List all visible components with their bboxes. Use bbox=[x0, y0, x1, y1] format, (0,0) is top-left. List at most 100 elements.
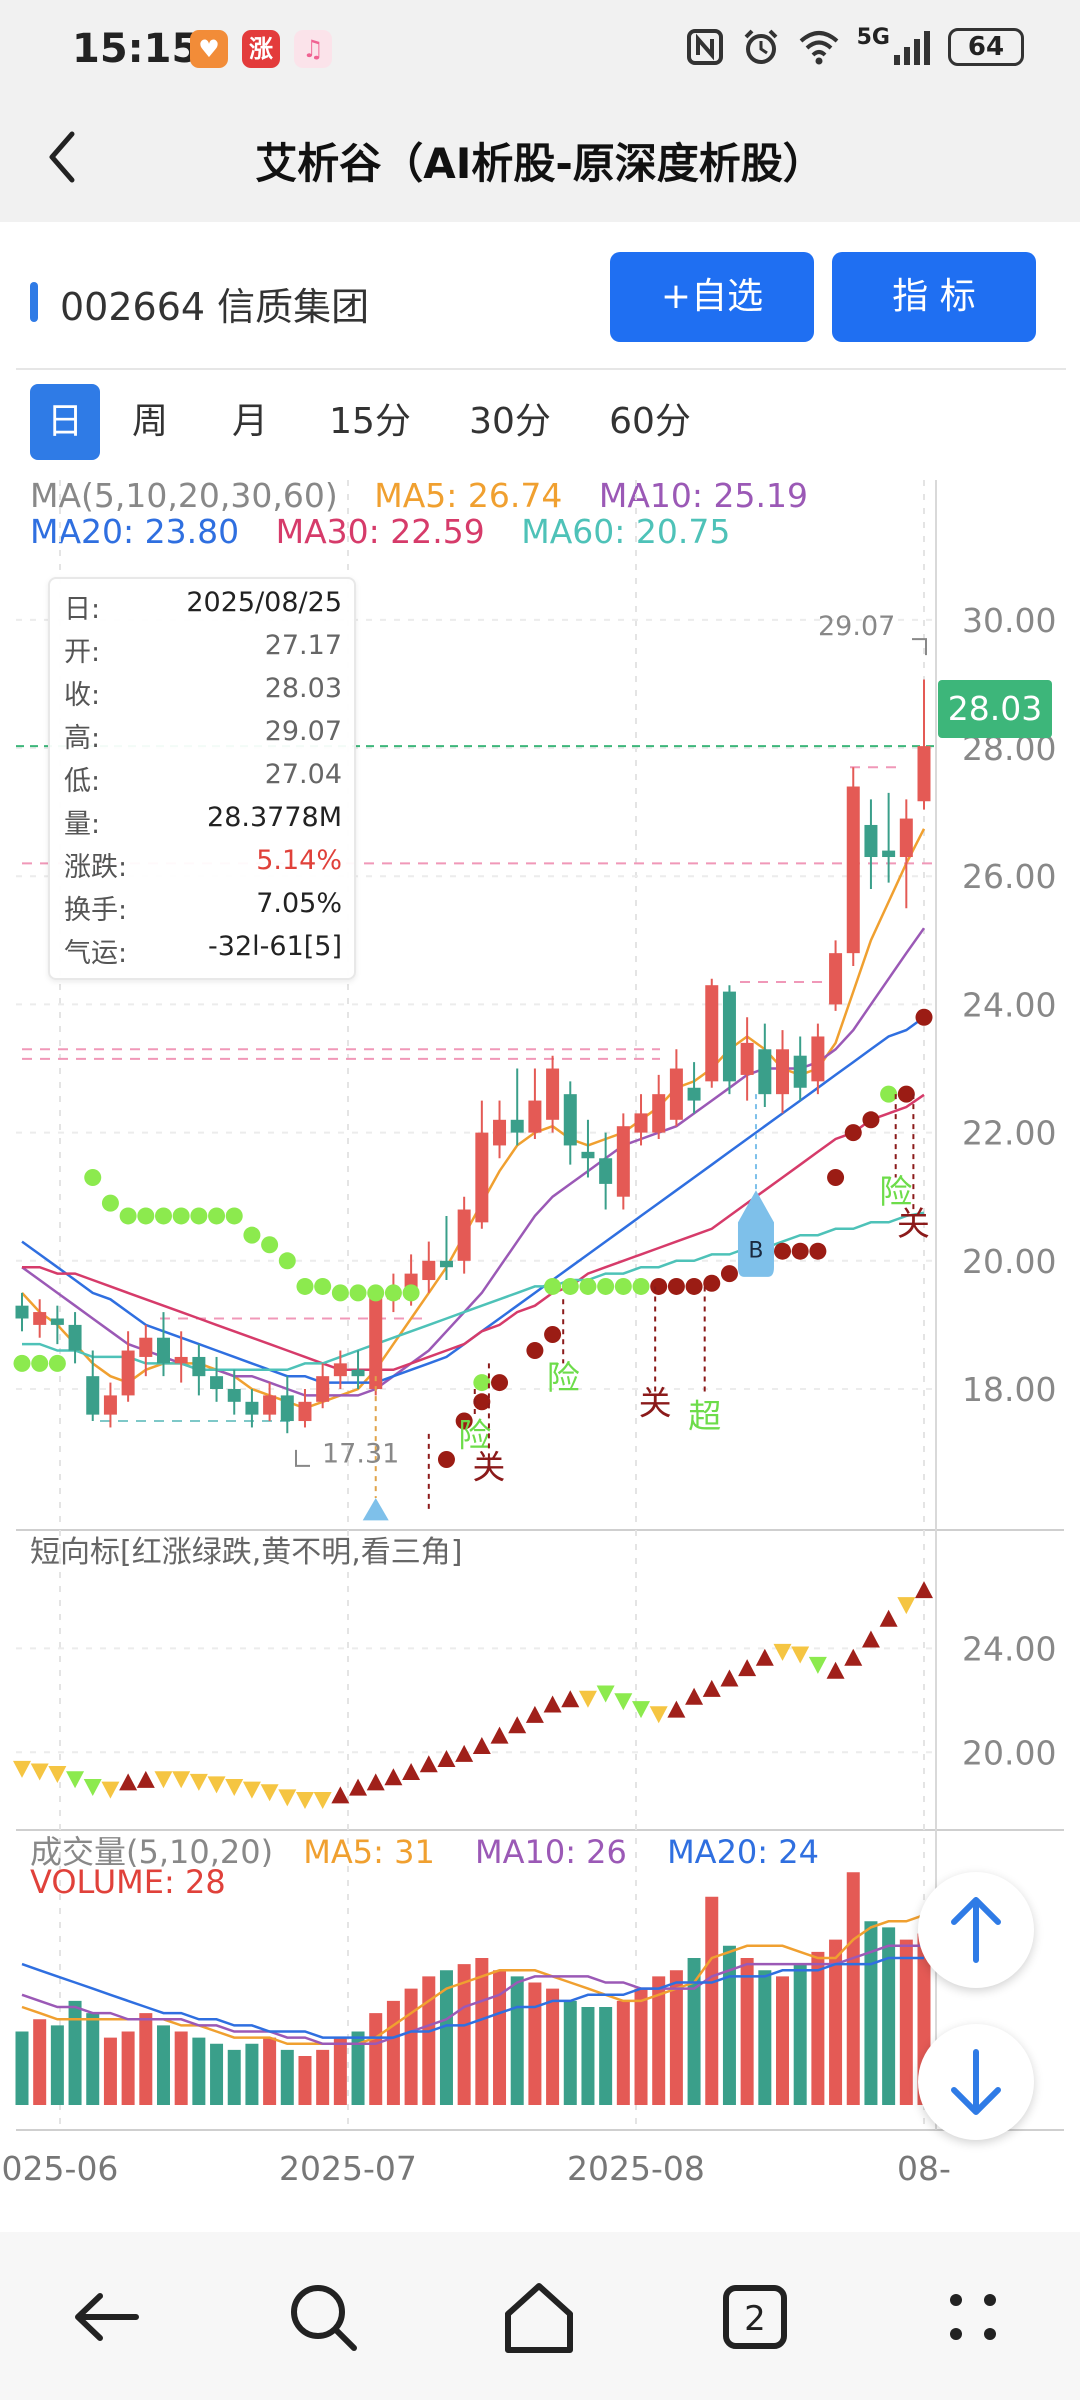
search-icon[interactable] bbox=[278, 2272, 368, 2362]
volume-bar bbox=[333, 2037, 347, 2105]
tab-60min[interactable]: 60分 bbox=[609, 401, 691, 442]
back-button[interactable] bbox=[20, 112, 110, 202]
signal-dot-green bbox=[314, 1277, 332, 1295]
stock-name: 002664 信质集团 bbox=[60, 285, 370, 329]
candle-body bbox=[616, 1126, 630, 1197]
signal-dot-green bbox=[632, 1277, 650, 1295]
signal-dot-green bbox=[296, 1277, 314, 1295]
volume-bar bbox=[174, 2031, 188, 2105]
scroll-down-button[interactable] bbox=[918, 2024, 1034, 2140]
candle-body bbox=[439, 1260, 453, 1268]
signal-dot-red bbox=[650, 1277, 668, 1295]
volume-bar bbox=[599, 2007, 613, 2105]
candle-body bbox=[705, 985, 719, 1082]
tab-day[interactable]: 日 bbox=[30, 384, 100, 460]
volume-bar bbox=[669, 1970, 683, 2105]
tooltip-row: 涨跌: 5.14% bbox=[64, 845, 342, 885]
candle-body bbox=[687, 1087, 701, 1101]
date-tick-label: 2025-07 bbox=[279, 2149, 417, 2188]
candle-body bbox=[351, 1369, 365, 1377]
tabs-icon[interactable]: 2 bbox=[710, 2272, 800, 2362]
trend-triangle bbox=[632, 1701, 651, 1719]
tooltip-value: 29.07 bbox=[264, 716, 342, 747]
tab-week[interactable]: 周 bbox=[131, 401, 168, 442]
signal-dot-red bbox=[703, 1274, 721, 1292]
candle-body bbox=[882, 850, 896, 858]
ma5-value: MA5: 26.74 bbox=[374, 476, 563, 515]
trend-triangle bbox=[472, 1737, 491, 1755]
trend-triangle bbox=[295, 1792, 314, 1810]
ma-line-ma30 bbox=[22, 1093, 925, 1372]
trend-triangle bbox=[702, 1679, 721, 1697]
candle-body bbox=[263, 1395, 277, 1415]
volume-bar bbox=[581, 2007, 595, 2105]
candle-body bbox=[210, 1376, 224, 1389]
trend-triangle bbox=[349, 1778, 368, 1796]
scroll-up-button[interactable] bbox=[918, 1872, 1034, 1988]
indicator-button[interactable]: 指 标 bbox=[832, 252, 1036, 342]
volume-bar bbox=[86, 2013, 100, 2105]
trend-triangle bbox=[808, 1656, 827, 1674]
tab-month[interactable]: 月 bbox=[231, 401, 268, 442]
tab-15min[interactable]: 15分 bbox=[329, 401, 411, 442]
volume-bar bbox=[546, 1988, 560, 2105]
signal-dot-red bbox=[827, 1168, 845, 1186]
candle-body bbox=[899, 818, 913, 858]
signal-dot-green bbox=[190, 1207, 208, 1225]
trend-triangle bbox=[455, 1744, 474, 1762]
menu-dots-icon[interactable] bbox=[928, 2272, 1018, 2362]
volume-bar bbox=[882, 1927, 896, 2105]
tooltip-row: 换手: 7.05% bbox=[64, 888, 342, 928]
volume-bar bbox=[758, 1970, 772, 2105]
candle-body bbox=[103, 1395, 117, 1415]
volume-legend-label: 成交量(5,10,20) bbox=[30, 1833, 274, 1871]
price-tick-label: 18.00 bbox=[962, 1370, 1056, 1409]
volume-bar bbox=[634, 1988, 648, 2105]
signal-dot-green bbox=[243, 1226, 261, 1244]
volume-bar bbox=[811, 1951, 825, 2105]
candle-body bbox=[493, 1119, 507, 1146]
stock-header: 002664 信质集团 +自选 指 标 bbox=[0, 222, 1080, 372]
trend-triangle bbox=[419, 1755, 438, 1773]
trend-triangle bbox=[331, 1786, 350, 1804]
alarm-icon bbox=[744, 29, 778, 64]
add-watchlist-button[interactable]: +自选 bbox=[610, 252, 814, 342]
trend-triangle bbox=[826, 1661, 845, 1679]
low-price-label: 17.31 bbox=[322, 1439, 399, 1470]
price-tick-label: 24.00 bbox=[962, 985, 1056, 1024]
ma-legend: MA(5,10,20,30,60) MA5: 26.74 MA10: 25.19 bbox=[30, 476, 834, 515]
signal-dot-green bbox=[880, 1085, 898, 1103]
tooltip-key: 高: bbox=[64, 723, 101, 754]
buy-marker bbox=[737, 1190, 774, 1277]
candle-body bbox=[475, 1132, 489, 1223]
tab-30min[interactable]: 30分 bbox=[469, 401, 551, 442]
volume-bar bbox=[439, 1970, 453, 2105]
trend-triangle bbox=[30, 1763, 49, 1781]
signal-dot-red bbox=[862, 1111, 880, 1129]
signal-dot-green bbox=[84, 1168, 102, 1186]
signal-dot-green bbox=[597, 1277, 615, 1295]
trend-triangle bbox=[755, 1648, 774, 1666]
signal-dot-green bbox=[473, 1374, 491, 1392]
volume-bar bbox=[103, 2037, 117, 2105]
signal-dot-green bbox=[208, 1207, 226, 1225]
volume-ma-line bbox=[21, 1956, 924, 2039]
signal-dot-green bbox=[137, 1207, 155, 1225]
back-arrow-icon[interactable] bbox=[62, 2272, 152, 2362]
volume-bar bbox=[68, 2000, 82, 2105]
home-icon[interactable] bbox=[494, 2272, 584, 2362]
trend-triangle bbox=[384, 1768, 403, 1786]
volume-ma-line bbox=[21, 1913, 925, 2046]
signal-dot-green bbox=[367, 1284, 385, 1302]
status-bar: 15:15 ♥ 涨 ♫ 5G 64 bbox=[0, 0, 1080, 92]
tooltip-key: 量: bbox=[64, 809, 101, 840]
signal-dot-red bbox=[544, 1326, 562, 1344]
ma-line-ma10 bbox=[21, 927, 926, 1397]
accent-bar bbox=[30, 282, 38, 322]
candle-body bbox=[386, 1292, 400, 1300]
signal-dot-green bbox=[261, 1236, 279, 1254]
trend-triangle bbox=[773, 1643, 792, 1661]
trend-triangle bbox=[278, 1789, 297, 1807]
system-nav-bar: 2 bbox=[0, 2232, 1080, 2400]
volume-bar bbox=[192, 2037, 206, 2105]
